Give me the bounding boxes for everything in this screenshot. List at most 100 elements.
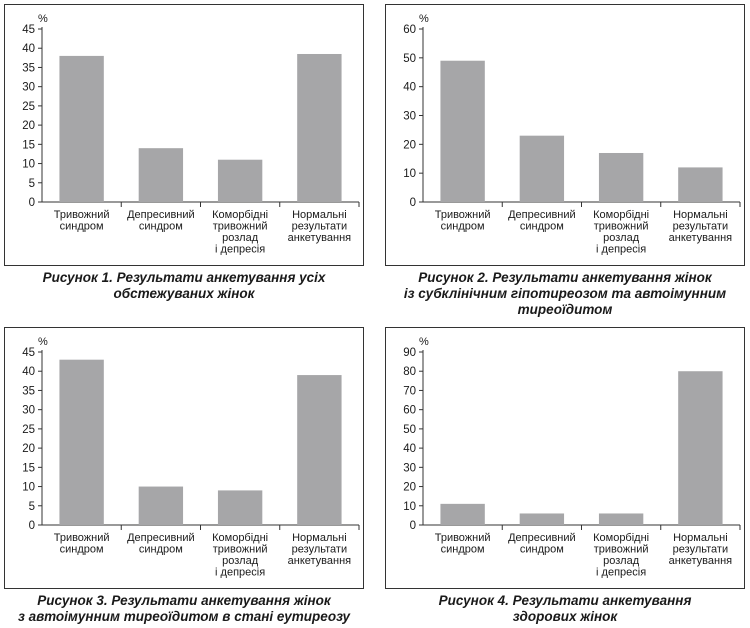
caption-line: із субклінічним гіпотиреозом та автоімун… [403,286,727,301]
bar [598,152,644,202]
x-tick-label: Коморбідні [593,532,649,544]
x-tick-label: тривожний [213,544,268,556]
x-tick-label: Депресивний [508,532,576,544]
y-tick-label: 40 [22,43,35,55]
x-tick-label: Тривожний [435,532,491,544]
y-tick-label: 45 [22,24,35,36]
bar [138,486,184,525]
x-tick-label: анкетування [288,232,352,244]
figure-4: % 0 10 20 30 40 50 60 70 80 90 Тривожний синдром Депр… [385,327,745,627]
x-tick-label: Нормальні [292,209,347,221]
x-tick-label: розлад [222,232,259,244]
y-tick-label: 0 [29,197,35,209]
y-tick-label: 60 [403,405,416,417]
bar [440,503,485,525]
x-tick-label: розлад [603,555,640,567]
x-tick-label: анкетування [669,555,733,567]
y-tick-label: 70 [403,385,416,397]
y-tick-label: 40 [403,443,416,455]
x-tick-label: тривожний [594,544,649,556]
x-tick-label: Коморбідні [593,209,649,221]
y-tick-label: 5 [29,178,35,190]
x-tick-label: Тривожний [435,209,491,221]
bar-chart: %051015202530354045ТривожнийсиндромДепре… [22,336,360,579]
chart-frame: % 0 5 10 15 20 25 30 35 40 45 Тривожний синдром Депре… [4,4,364,266]
x-tick-label: Тривожний [54,532,110,544]
x-tick-label: результати [673,544,728,556]
caption-line: Рисунок 1. Результати анкетування усіх [42,270,326,285]
y-tick-label: 80 [403,366,416,378]
x-tick-label: Тривожний [54,209,110,221]
y-tick-label: 20 [22,443,35,455]
x-tick-label: Нормальні [673,532,728,544]
x-tick-label: Депресивний [508,209,576,221]
figure-caption: Рисунок 3. Результати анкетування жінок з… [4,593,364,625]
bar [678,167,723,202]
y-tick-label: 20 [403,482,416,494]
y-tick-label: 15 [22,139,35,151]
caption-line: Рисунок 4. Результати анкетування [438,593,692,608]
x-tick-label: синдром [60,544,104,556]
y-tick-label: 35 [22,62,35,74]
figure-1: % 0 5 10 15 20 25 30 35 40 45 Тривожний синдром Депре… [4,4,364,310]
y-tick-label: 0 [410,197,416,209]
y-tick-label: 25 [22,424,35,436]
x-tick-label: синдром [139,544,183,556]
bar [217,490,263,525]
x-tick-label: синдром [520,544,564,556]
bar [678,371,723,525]
y-tick-label: 40 [22,366,35,378]
y-tick-label: 60 [403,24,416,36]
x-tick-label: результати [292,221,347,233]
x-tick-label: анкетування [288,555,352,567]
bar [519,513,565,525]
y-tick-label: 30 [22,82,35,94]
x-tick-label: результати [673,221,728,233]
y-tick-label: 5 [29,501,35,513]
x-tick-label: розлад [222,555,259,567]
x-tick-label: і депресія [596,567,646,579]
bar-chart: %0102030405060ТривожнийсиндромДепресивни… [403,13,741,256]
caption-line: з автоімунним тиреоїдитом в стані еутире… [17,609,350,624]
caption-line: Рисунок 2. Результати анкетування жінок [418,270,712,285]
y-tick-label: 50 [403,424,416,436]
bar [519,135,565,202]
x-tick-label: синдром [441,221,485,233]
x-tick-label: Нормальні [673,209,728,221]
y-tick-label: 20 [403,139,416,151]
x-tick-label: Коморбідні [212,532,268,544]
chart-frame: % 0 10 20 30 40 50 60 70 80 90 Тривожний синдром Депр… [385,327,745,589]
y-tick-label: 30 [403,111,416,123]
x-tick-label: і депресія [596,244,646,256]
x-tick-label: Депресивний [127,209,195,221]
y-tick-label: 10 [403,168,416,180]
figure-caption: Рисунок 1. Результати анкетування усіх об… [4,270,364,302]
y-tick-label: 45 [22,347,35,359]
y-unit-label: % [38,13,48,25]
x-tick-label: синдром [441,544,485,556]
bar [138,148,184,202]
y-unit-label: % [419,13,429,25]
y-tick-label: 90 [403,347,416,359]
x-tick-label: синдром [139,221,183,233]
y-tick-label: 30 [22,405,35,417]
bar [217,159,263,202]
figure-3: % 0 5 10 15 20 25 30 35 40 45 Тривожний синдром Депре… [4,327,364,627]
x-tick-label: синдром [60,221,104,233]
bar-chart: %051015202530354045ТривожнийсиндромДепре… [22,13,360,256]
y-unit-label: % [38,336,48,348]
y-tick-label: 0 [410,520,416,532]
x-tick-label: Нормальні [292,532,347,544]
caption-line: обстежуваних жінок [113,286,255,301]
caption-line: здорових жінок [512,609,618,624]
bar [598,513,644,525]
x-tick-label: Депресивний [127,532,195,544]
y-tick-label: 0 [29,520,35,532]
y-tick-label: 20 [22,120,35,132]
chart-frame: % 0 10 20 30 40 50 60 Тривожний синдром Депресивни… [385,4,745,266]
y-tick-label: 40 [403,82,416,94]
x-tick-label: анкетування [669,232,733,244]
y-tick-label: 25 [22,101,35,113]
bar-chart: %0102030405060708090ТривожнийсиндромДепр… [403,336,741,579]
y-tick-label: 10 [403,501,416,513]
